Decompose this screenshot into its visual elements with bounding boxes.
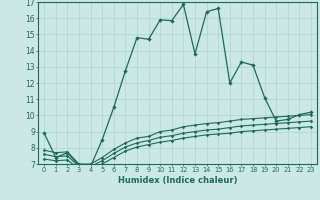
X-axis label: Humidex (Indice chaleur): Humidex (Indice chaleur) bbox=[118, 176, 237, 185]
